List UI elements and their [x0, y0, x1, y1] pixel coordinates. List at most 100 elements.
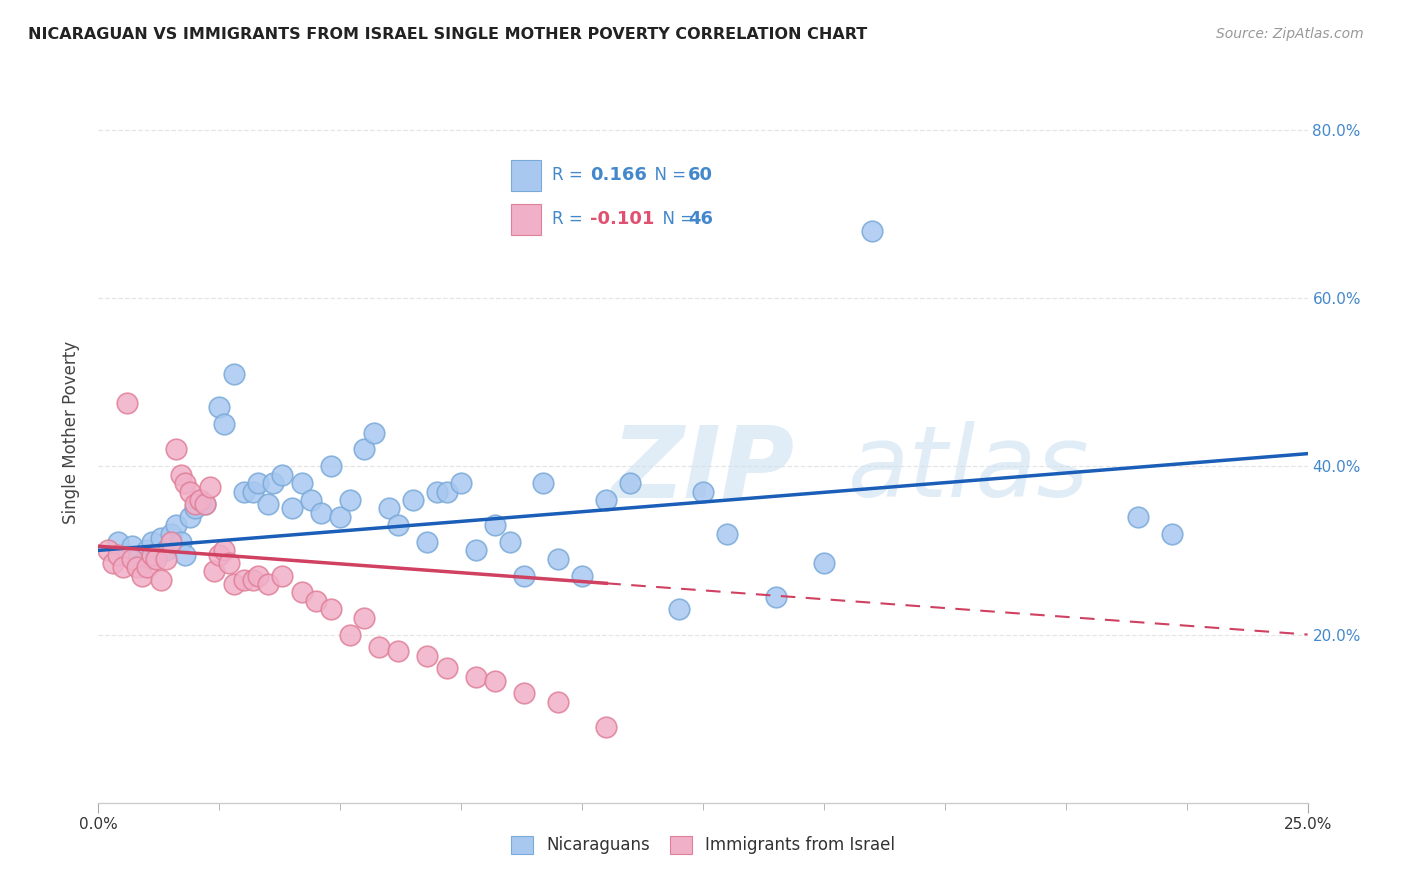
Point [464, 543, 486, 558]
Point [169, 467, 191, 482]
Point [290, 585, 312, 599]
Point [571, 568, 593, 582]
Text: -0.101: -0.101 [591, 211, 654, 228]
Point [188, 492, 211, 507]
Point [619, 476, 641, 491]
Point [107, 548, 129, 562]
Point [416, 648, 439, 663]
Point [101, 556, 124, 570]
Point [127, 560, 149, 574]
Point [668, 602, 690, 616]
Text: 46: 46 [688, 211, 713, 228]
Point [290, 476, 312, 491]
Point [498, 535, 520, 549]
Point [436, 484, 458, 499]
Text: N =: N = [652, 211, 700, 228]
Point [1128, 509, 1150, 524]
Y-axis label: Single Mother Poverty: Single Mother Poverty [62, 341, 80, 524]
Point [547, 695, 569, 709]
Point [281, 501, 304, 516]
Point [204, 565, 226, 579]
Point [165, 518, 187, 533]
Point [222, 367, 245, 381]
Point [319, 459, 342, 474]
Point [135, 543, 157, 558]
Point [184, 501, 207, 516]
Point [299, 492, 322, 507]
Point [194, 497, 217, 511]
Point [155, 551, 177, 566]
FancyBboxPatch shape [510, 204, 541, 235]
Point [131, 568, 153, 582]
Point [121, 539, 143, 553]
Point [387, 644, 409, 658]
Point [141, 548, 163, 562]
Point [184, 497, 207, 511]
Point [165, 442, 187, 457]
Text: N =: N = [644, 166, 692, 184]
Point [353, 442, 375, 457]
Point [218, 556, 240, 570]
Point [208, 401, 231, 415]
FancyBboxPatch shape [510, 160, 541, 191]
Point [232, 573, 254, 587]
Point [145, 551, 167, 566]
Point [513, 568, 536, 582]
Point [319, 602, 342, 616]
Point [247, 568, 270, 582]
Point [174, 548, 197, 562]
Text: ZIP: ZIP [612, 421, 794, 518]
Point [416, 535, 439, 549]
Point [860, 224, 883, 238]
Point [150, 531, 173, 545]
Point [262, 476, 284, 491]
Point [402, 492, 425, 507]
Point [484, 673, 506, 688]
Point [531, 476, 554, 491]
Point [353, 610, 375, 624]
Point [309, 506, 332, 520]
Point [127, 551, 149, 566]
Point [1161, 526, 1184, 541]
Point [117, 396, 139, 410]
Point [188, 492, 211, 507]
Point [813, 556, 835, 570]
Point [368, 640, 391, 655]
Point [212, 417, 235, 432]
Point [150, 573, 173, 587]
Point [426, 484, 449, 499]
Point [242, 484, 264, 499]
Legend: Nicaraguans, Immigrants from Israel: Nicaraguans, Immigrants from Israel [505, 829, 901, 861]
Point [387, 518, 409, 533]
Point [155, 543, 177, 558]
Text: NICARAGUAN VS IMMIGRANTS FROM ISRAEL SINGLE MOTHER POVERTY CORRELATION CHART: NICARAGUAN VS IMMIGRANTS FROM ISRAEL SIN… [28, 27, 868, 42]
Point [484, 518, 506, 533]
Text: 60: 60 [688, 166, 713, 184]
Text: 0.166: 0.166 [591, 166, 647, 184]
Point [436, 661, 458, 675]
Point [121, 551, 143, 566]
Text: atlas: atlas [848, 421, 1090, 518]
Point [131, 556, 153, 570]
Text: R =: R = [551, 166, 588, 184]
Point [160, 535, 183, 549]
Point [145, 548, 167, 562]
Point [117, 548, 139, 562]
Point [208, 548, 231, 562]
Point [595, 720, 617, 734]
Point [135, 560, 157, 574]
Point [222, 577, 245, 591]
Point [464, 670, 486, 684]
Point [271, 467, 294, 482]
Point [339, 492, 361, 507]
Text: Source: ZipAtlas.com: Source: ZipAtlas.com [1216, 27, 1364, 41]
Point [305, 594, 328, 608]
Point [256, 577, 278, 591]
Point [111, 560, 134, 574]
Point [513, 686, 536, 700]
Point [141, 535, 163, 549]
Point [377, 501, 399, 516]
Point [198, 480, 221, 494]
Point [329, 509, 352, 524]
Point [169, 535, 191, 549]
